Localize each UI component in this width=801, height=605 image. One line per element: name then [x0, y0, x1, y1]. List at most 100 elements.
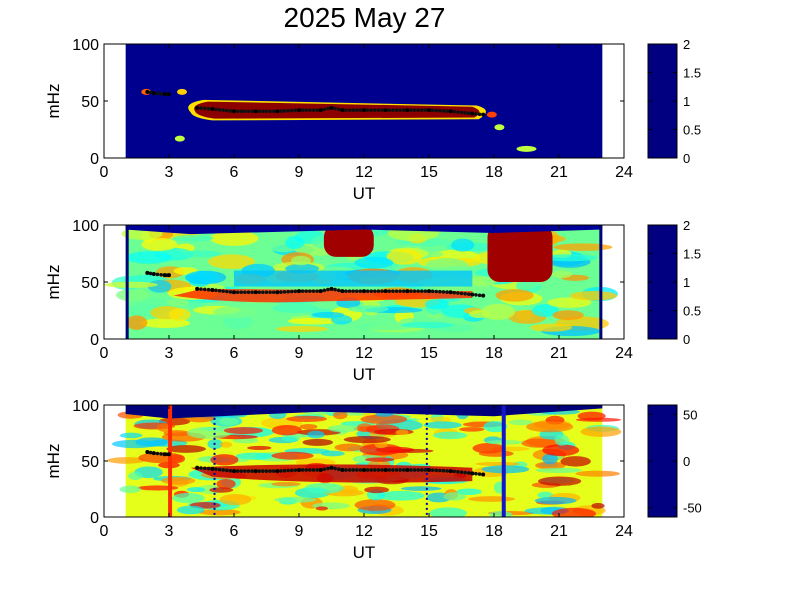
- ridge-point: [336, 467, 341, 472]
- x-tick-label: 15: [420, 345, 438, 362]
- texture-blob: [176, 505, 205, 515]
- texture-blob: [161, 476, 196, 485]
- ridge-point: [398, 289, 402, 293]
- ridge-point: [300, 468, 305, 472]
- x-tick-label: 0: [100, 345, 109, 362]
- ridge-point: [329, 105, 334, 110]
- ridge-point: [214, 107, 218, 112]
- ridge-point: [459, 291, 464, 296]
- texture-blob: [304, 482, 344, 494]
- texture-blob: [219, 441, 233, 448]
- ridge-point: [456, 291, 460, 295]
- ridge-point: [221, 108, 225, 112]
- ridge-point: [441, 290, 446, 294]
- ridge-point: [243, 469, 247, 473]
- x-tick-label: 24: [615, 523, 633, 540]
- ridge-point: [463, 470, 467, 475]
- ridge-point: [340, 108, 345, 113]
- ridge-markers: [145, 89, 486, 117]
- ridge-point: [199, 466, 203, 470]
- ridge-point: [351, 108, 355, 112]
- ridge-point: [409, 468, 413, 472]
- ridge-point: [210, 287, 215, 292]
- y-tick-label: 0: [90, 510, 99, 527]
- ridge-point: [383, 467, 388, 472]
- colorbar-tick-label: 1: [683, 275, 690, 290]
- texture-blob: [332, 410, 348, 420]
- low-band: [234, 270, 473, 287]
- ridge-point: [423, 289, 428, 293]
- texture-blob: [104, 281, 158, 288]
- ridge-point: [199, 287, 203, 291]
- colorbar-tick-label: 2: [683, 218, 690, 233]
- texture-blob: [386, 248, 423, 265]
- texture-blob: [481, 303, 516, 320]
- ridge-point: [167, 92, 171, 97]
- ridge-point: [308, 468, 312, 472]
- ridge-point: [224, 289, 229, 294]
- ridge-point: [246, 109, 251, 114]
- texture-blob: [495, 289, 534, 302]
- ridge-point: [253, 290, 258, 295]
- ridge-point: [354, 108, 359, 112]
- figure-title: 2025 May 27: [283, 2, 446, 33]
- ridge-point: [228, 468, 233, 473]
- ridge-point: [362, 289, 366, 294]
- x-tick-label: 24: [615, 164, 633, 181]
- heatmap-background: [125, 44, 603, 158]
- ridge-point: [162, 92, 167, 97]
- ridge-point: [427, 467, 431, 472]
- colorbar-tick-label: 1: [683, 94, 690, 109]
- right-edge: [599, 225, 603, 339]
- texture-blob: [424, 299, 450, 310]
- texture-blob: [168, 308, 191, 321]
- ridge-point: [151, 91, 156, 96]
- ridge-point: [430, 468, 435, 472]
- ridge-point: [286, 289, 290, 294]
- ridge-point: [326, 106, 330, 111]
- ridge-point: [250, 109, 254, 114]
- texture-blob: [343, 435, 391, 444]
- texture-blob: [508, 419, 533, 426]
- ridge-point: [167, 452, 171, 457]
- ridge-point: [445, 469, 449, 473]
- ridge-point: [318, 289, 323, 294]
- ridge-point: [362, 467, 366, 472]
- texture-blob: [216, 479, 236, 489]
- ridge-point: [322, 107, 327, 112]
- texture-blob: [537, 476, 582, 486]
- x-tick-label: 15: [420, 523, 438, 540]
- texture-blob: [459, 427, 485, 432]
- texture-blob: [128, 472, 143, 481]
- ridge-point: [373, 108, 377, 112]
- ridge-point: [477, 293, 482, 298]
- ridge-point: [195, 465, 200, 470]
- ridge-point: [264, 469, 269, 473]
- ridge-point: [416, 468, 420, 472]
- colorbar-tick-label: 1.5: [683, 66, 701, 81]
- ridge-point: [405, 289, 410, 294]
- ridge-point: [282, 468, 287, 473]
- ridge-point: [206, 106, 211, 111]
- texture-blob: [210, 230, 259, 246]
- ridge-point: [261, 290, 265, 295]
- ridge-point: [318, 467, 323, 472]
- ridge-point: [293, 108, 298, 113]
- ridge-point: [398, 108, 402, 112]
- texture-blob: [219, 417, 239, 426]
- texture-blob: [552, 310, 584, 320]
- ridge-point: [235, 109, 240, 114]
- ridge-point: [474, 471, 478, 476]
- ridge-point: [206, 287, 211, 292]
- ridge-point: [315, 468, 319, 472]
- y-tick-label: 50: [81, 275, 99, 292]
- texture-blob: [535, 461, 566, 470]
- y-tick-label: 50: [81, 94, 99, 111]
- x-tick-label: 18: [485, 523, 503, 540]
- texture-blob: [119, 485, 142, 494]
- ridge-point: [340, 289, 345, 294]
- power-blob: [516, 145, 537, 152]
- ridge-point: [391, 289, 395, 293]
- texture-blob: [223, 427, 264, 435]
